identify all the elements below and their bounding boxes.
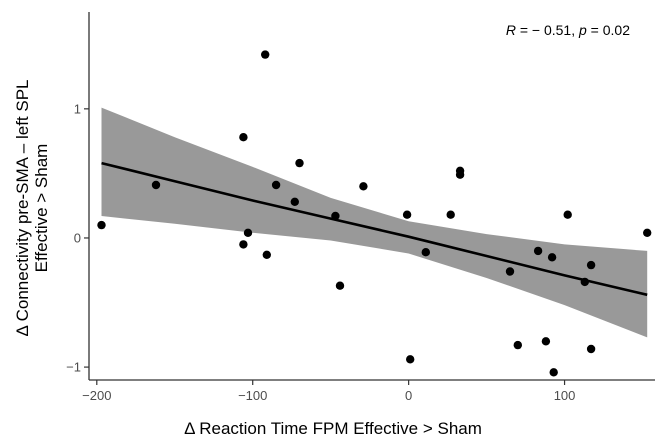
r-value: = − 0.51, <box>516 22 579 38</box>
x-tick-label: −200 <box>82 388 111 403</box>
data-point-16 <box>421 248 430 257</box>
data-point-15 <box>406 355 415 364</box>
x-tick-label: 100 <box>554 388 576 403</box>
data-point-7 <box>262 250 271 259</box>
y-tick-label: 0 <box>74 230 81 245</box>
data-point-23 <box>541 337 551 346</box>
y-tick-label: −1 <box>66 360 81 375</box>
data-point-22 <box>533 246 543 256</box>
data-point-21 <box>513 340 522 350</box>
data-point-26 <box>563 210 572 219</box>
data-point-28 <box>586 260 596 270</box>
data-point-11 <box>331 211 340 221</box>
p-value: = 0.02 <box>587 22 630 38</box>
data-point-14 <box>402 210 412 219</box>
regression-line <box>101 161 648 297</box>
y-tick-label: 1 <box>74 101 81 116</box>
data-point-25 <box>549 368 558 377</box>
x-tick-label: −100 <box>238 388 267 403</box>
confidence-band <box>101 107 648 338</box>
data-point-30 <box>643 228 652 237</box>
data-point-12 <box>335 281 345 290</box>
y-axis-title-line-2: Effective > Sham <box>32 144 51 273</box>
data-point-20 <box>505 267 515 276</box>
data-point-24 <box>547 253 557 262</box>
correlation-annotation: R = − 0.51, p = 0.02 <box>506 22 630 38</box>
data-point-19 <box>455 170 465 179</box>
data-point-4 <box>239 240 248 249</box>
data-point-2 <box>151 180 161 190</box>
data-point-10 <box>295 158 304 168</box>
x-tick-label: 0 <box>405 388 412 403</box>
data-point-27 <box>580 277 589 287</box>
y-axis-title: Δ Connectivity pre-SMA – left SPL Effect… <box>13 79 51 336</box>
data-points <box>97 50 652 377</box>
data-point-5 <box>243 228 253 237</box>
y-axis-title-line-1: Δ Connectivity pre-SMA – left SPL <box>13 79 32 336</box>
axes: −200 −100 0 100 −1 0 1 <box>66 12 655 403</box>
data-point-13 <box>359 182 368 191</box>
data-point-17 <box>446 210 455 219</box>
p-symbol: p <box>578 22 587 38</box>
r-symbol: R <box>506 22 516 38</box>
data-point-3 <box>239 133 248 142</box>
data-point-9 <box>290 197 299 206</box>
data-point-29 <box>586 344 596 354</box>
plot-area <box>97 50 652 377</box>
y-axis-ticks: −1 0 1 <box>66 101 89 375</box>
data-point-8 <box>271 180 281 190</box>
data-point-6 <box>261 50 270 59</box>
data-point-1 <box>97 220 106 230</box>
x-axis-ticks: −200 −100 0 100 <box>82 380 575 403</box>
x-axis-title: Δ Reaction Time FPM Effective > Sham <box>184 419 482 438</box>
